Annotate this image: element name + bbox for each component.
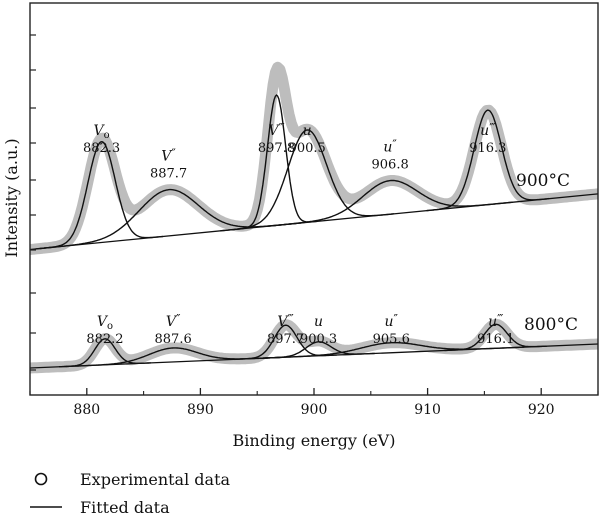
peak-symbol: V″ [166, 312, 181, 330]
peak-label-4: u″ 905.6 [373, 312, 410, 347]
series-800c [30, 318, 598, 374]
peak-label-3: u 900.5 [289, 123, 326, 156]
legend-label-fitted: Fitted data [80, 498, 170, 515]
peak-label-5: u‴ 916.3 [469, 121, 506, 156]
fit-component-4 [258, 342, 525, 360]
peak-symbol: u‴ [488, 312, 503, 330]
fit-component-3 [220, 129, 395, 232]
fit-component-0 [40, 140, 163, 250]
axis-ticks-layer: 880 890 900 910 920 [29, 34, 599, 418]
peak-position: 887.6 [155, 332, 192, 347]
peak-position: 900.3 [300, 332, 337, 347]
peak-position: 887.7 [150, 167, 187, 182]
peak-position: 897.7 [267, 332, 304, 347]
peak-symbol: V″ [161, 147, 176, 165]
peak-symbol: u [303, 123, 312, 139]
x-tick-label: 920 [528, 402, 555, 418]
peak-position: 882.3 [83, 141, 120, 156]
series-label: 900°C [516, 171, 570, 191]
legend-marker-experimental [34, 472, 48, 486]
x-tick-label: 890 [187, 402, 214, 418]
peak-symbol: Vo [97, 314, 113, 332]
peak-label-2: V‴ 897.8 [258, 121, 295, 156]
fit-component-5 [444, 323, 547, 352]
peak-label-1: V″ 887.7 [150, 147, 187, 182]
peak-label-5: u‴ 916.1 [477, 312, 514, 347]
legend: Experimental data Fitted data [30, 470, 231, 515]
peak-symbol: V‴ [268, 121, 284, 139]
series-label: 800°C [524, 315, 578, 335]
x-axis-label: Binding energy (eV) [233, 431, 396, 450]
peak-symbol: Vo [93, 123, 109, 141]
x-tick-label: 900 [301, 402, 328, 418]
peak-label-1: V″ 887.6 [155, 312, 192, 347]
peak-label-2: V‴ 897.7 [267, 312, 304, 347]
peak-label-4: u″ 906.8 [372, 138, 409, 173]
series-layer [30, 61, 598, 374]
series-900c [30, 61, 598, 255]
legend-label-experimental: Experimental data [80, 470, 231, 489]
y-axis-label: Intensity (a.u.) [2, 138, 21, 257]
fit-component-1 [35, 188, 302, 250]
fit-component-5 [426, 109, 550, 212]
peak-symbol: u [314, 314, 323, 330]
fit-component-4 [267, 179, 513, 227]
peak-position: 882.2 [86, 332, 123, 347]
peak-symbol: u″ [384, 312, 398, 330]
peak-position: 900.5 [289, 141, 326, 156]
peak-position: 916.1 [477, 332, 514, 347]
fit-component-2 [235, 94, 318, 230]
peak-symbol: u‴ [480, 121, 495, 139]
peak-symbol: V‴ [277, 312, 293, 330]
x-tick-label: 880 [73, 402, 100, 418]
peak-position: 905.6 [373, 332, 410, 347]
peak-position: 897.8 [258, 141, 295, 156]
peak-position: 906.8 [372, 158, 409, 173]
x-tick-label: 910 [414, 402, 441, 418]
peak-label-3: u 900.3 [300, 314, 337, 347]
peak-symbol: u″ [383, 138, 397, 156]
peak-position: 916.3 [469, 141, 506, 156]
